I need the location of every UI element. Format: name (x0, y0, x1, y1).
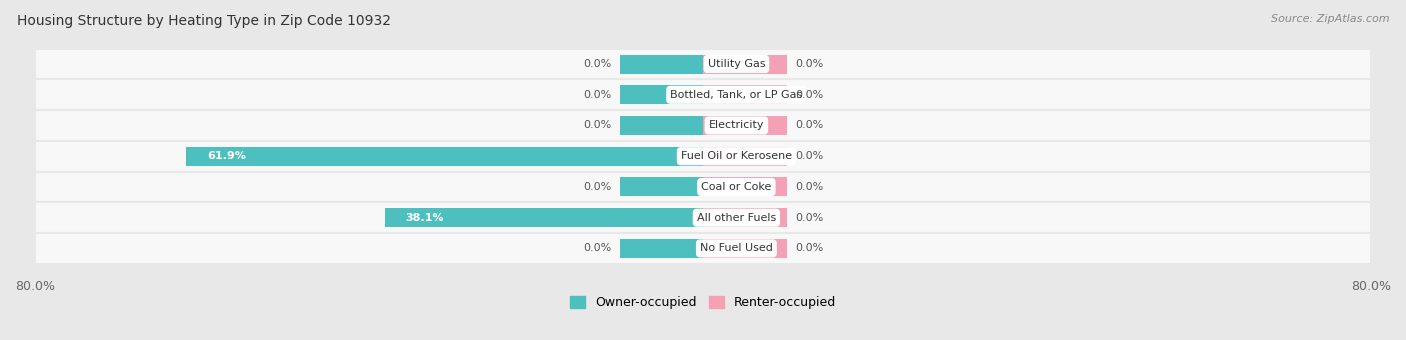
Text: 0.0%: 0.0% (794, 182, 823, 192)
Text: 0.0%: 0.0% (583, 182, 612, 192)
Bar (703, 147, 786, 166)
Text: 0.0%: 0.0% (794, 120, 823, 131)
Bar (620, 177, 703, 197)
Bar (35, 49, 1371, 80)
Text: 0.0%: 0.0% (794, 90, 823, 100)
Text: 0.0%: 0.0% (794, 213, 823, 223)
Bar (703, 54, 786, 73)
Bar (385, 208, 703, 227)
Bar (620, 85, 703, 104)
Text: Utility Gas: Utility Gas (707, 59, 765, 69)
Bar (35, 141, 1371, 172)
Text: Electricity: Electricity (709, 120, 763, 131)
Text: All other Fuels: All other Fuels (697, 213, 776, 223)
Text: 0.0%: 0.0% (583, 90, 612, 100)
Text: 0.0%: 0.0% (583, 120, 612, 131)
Text: 0.0%: 0.0% (583, 59, 612, 69)
Bar (35, 110, 1371, 141)
Bar (620, 239, 703, 258)
Text: No Fuel Used: No Fuel Used (700, 243, 773, 253)
Bar (703, 116, 786, 135)
Text: Fuel Oil or Kerosene: Fuel Oil or Kerosene (681, 151, 792, 161)
Bar (35, 202, 1371, 233)
Legend: Owner-occupied, Renter-occupied: Owner-occupied, Renter-occupied (569, 296, 837, 309)
Bar (35, 233, 1371, 264)
Bar (186, 147, 703, 166)
Text: 61.9%: 61.9% (207, 151, 246, 161)
Text: 0.0%: 0.0% (794, 59, 823, 69)
Text: Source: ZipAtlas.com: Source: ZipAtlas.com (1271, 14, 1389, 23)
Bar (703, 85, 786, 104)
Bar (703, 177, 786, 197)
Text: 0.0%: 0.0% (794, 243, 823, 253)
Bar (620, 116, 703, 135)
Text: Coal or Coke: Coal or Coke (702, 182, 772, 192)
Bar (35, 80, 1371, 110)
Text: 0.0%: 0.0% (583, 243, 612, 253)
Text: 38.1%: 38.1% (406, 213, 444, 223)
Bar (35, 172, 1371, 202)
Text: 0.0%: 0.0% (794, 151, 823, 161)
Text: Bottled, Tank, or LP Gas: Bottled, Tank, or LP Gas (671, 90, 803, 100)
Text: Housing Structure by Heating Type in Zip Code 10932: Housing Structure by Heating Type in Zip… (17, 14, 391, 28)
Bar (620, 54, 703, 73)
Bar (703, 208, 786, 227)
Bar (703, 239, 786, 258)
